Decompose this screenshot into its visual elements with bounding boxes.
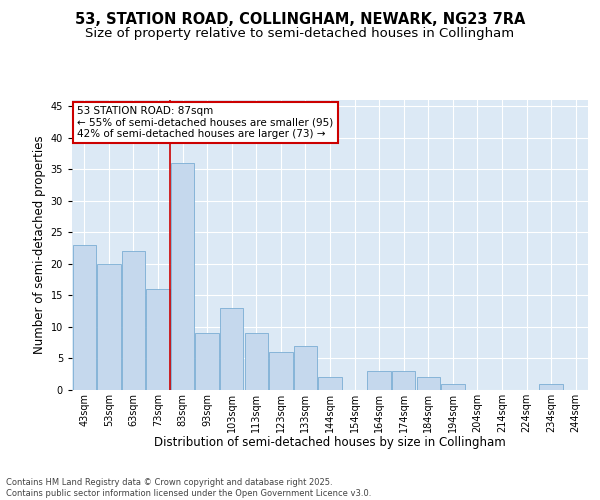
Bar — [294, 346, 317, 390]
Bar — [269, 352, 293, 390]
Bar — [367, 371, 391, 390]
Bar — [97, 264, 121, 390]
Text: Contains HM Land Registry data © Crown copyright and database right 2025.
Contai: Contains HM Land Registry data © Crown c… — [6, 478, 371, 498]
Bar — [171, 163, 194, 390]
Bar — [245, 334, 268, 390]
Bar — [73, 245, 96, 390]
Bar — [146, 289, 170, 390]
Bar — [319, 378, 341, 390]
Text: 53 STATION ROAD: 87sqm
← 55% of semi-detached houses are smaller (95)
42% of sem: 53 STATION ROAD: 87sqm ← 55% of semi-det… — [77, 106, 334, 139]
Bar — [122, 252, 145, 390]
Bar — [392, 371, 415, 390]
Bar — [416, 378, 440, 390]
Y-axis label: Number of semi-detached properties: Number of semi-detached properties — [34, 136, 46, 354]
Bar — [220, 308, 244, 390]
Bar — [539, 384, 563, 390]
Text: 53, STATION ROAD, COLLINGHAM, NEWARK, NG23 7RA: 53, STATION ROAD, COLLINGHAM, NEWARK, NG… — [75, 12, 525, 28]
Bar — [441, 384, 464, 390]
Text: Size of property relative to semi-detached houses in Collingham: Size of property relative to semi-detach… — [85, 28, 515, 40]
Bar — [196, 334, 219, 390]
X-axis label: Distribution of semi-detached houses by size in Collingham: Distribution of semi-detached houses by … — [154, 436, 506, 450]
